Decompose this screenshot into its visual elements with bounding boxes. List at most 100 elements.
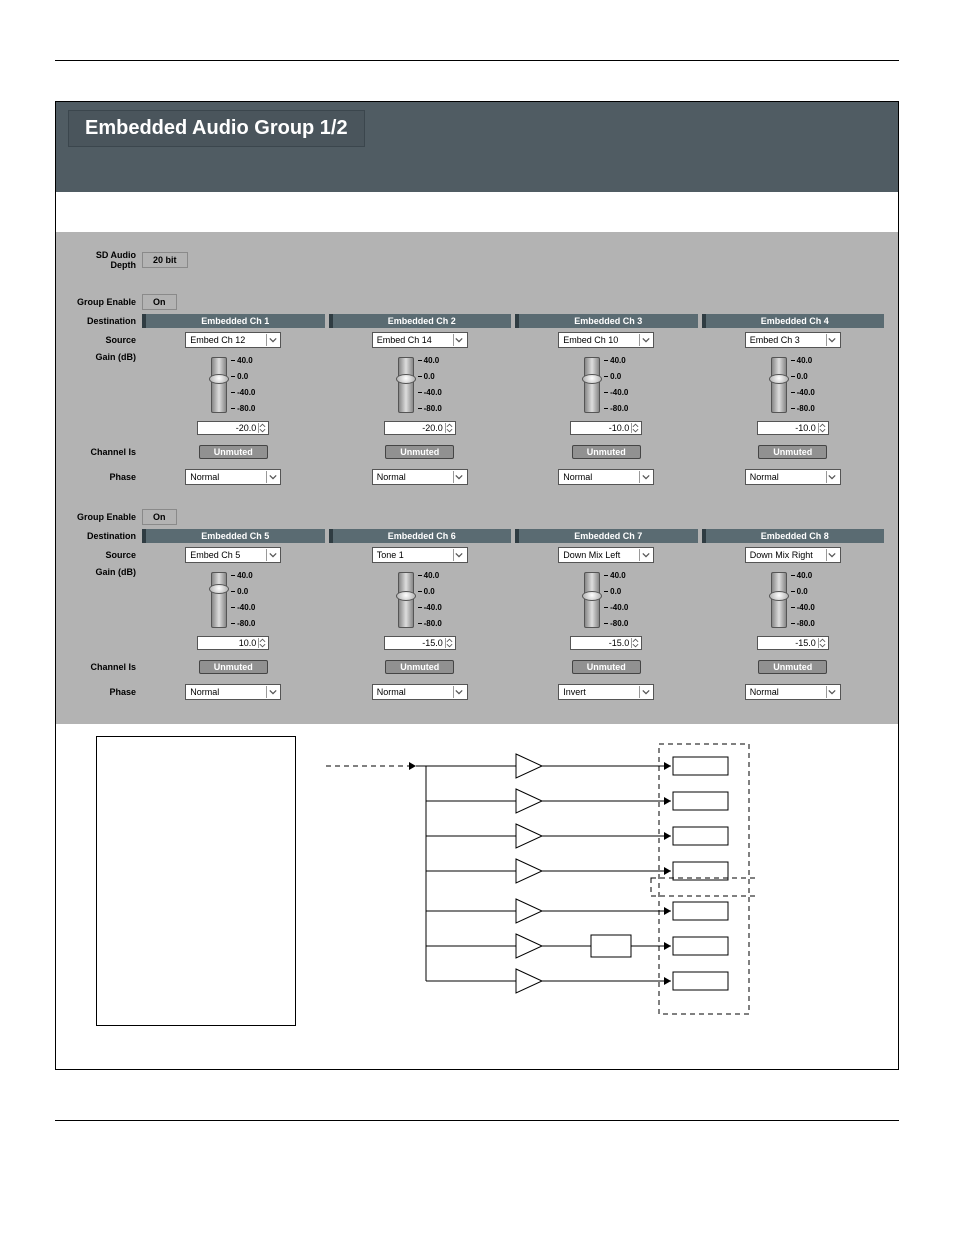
source-label: Source <box>70 550 142 560</box>
source-select[interactable]: Embed Ch 5 <box>185 547 281 563</box>
spinner-arrows-icon[interactable] <box>818 423 826 433</box>
phase-label: Phase <box>70 472 142 482</box>
channel-status-button[interactable]: Unmuted <box>385 660 454 674</box>
spinner-arrows-icon[interactable] <box>631 423 639 433</box>
destination-label: Destination <box>70 316 142 326</box>
source-select[interactable]: Tone 1 <box>372 547 468 563</box>
chevron-down-icon <box>639 686 651 698</box>
chevron-down-icon <box>826 686 838 698</box>
gain-spinner[interactable]: -20.0 <box>197 421 269 435</box>
source-select[interactable]: Down Mix Right <box>745 547 841 563</box>
chevron-down-icon <box>639 334 651 346</box>
chevron-down-icon <box>826 471 838 483</box>
chevron-down-icon <box>826 549 838 561</box>
gain-slider[interactable]: 40.00.0-40.0-80.0 <box>211 567 255 632</box>
sd-audio-depth-value: 20 bit <box>142 252 188 268</box>
phase-select[interactable]: Normal <box>185 469 281 485</box>
group2-enable-row: Group Enable On <box>70 509 884 525</box>
spinner-arrows-icon[interactable] <box>258 423 266 433</box>
destination-header: Embedded Ch 8 <box>702 529 885 543</box>
phase-select[interactable]: Normal <box>745 684 841 700</box>
destination-header: Embedded Ch 6 <box>329 529 512 543</box>
gain-slider[interactable]: 40.00.0-40.0-80.0 <box>398 352 442 417</box>
chevron-down-icon <box>266 471 278 483</box>
gain-slider[interactable]: 40.00.0-40.0-80.0 <box>398 567 442 632</box>
phase-label: Phase <box>70 687 142 697</box>
gain-slider[interactable]: 40.00.0-40.0-80.0 <box>584 352 628 417</box>
gain-spinner[interactable]: -15.0 <box>384 636 456 650</box>
destination-label: Destination <box>70 531 142 541</box>
spinner-arrows-icon[interactable] <box>818 638 826 648</box>
group-enable-label: Group Enable <box>70 512 142 522</box>
gain-label: Gain (dB) <box>70 567 142 577</box>
source-select[interactable]: Embed Ch 14 <box>372 332 468 348</box>
spinner-arrows-icon[interactable] <box>258 638 266 648</box>
channel-status-button[interactable]: Unmuted <box>758 660 827 674</box>
main-frame: Embedded Audio Group 1/2 SD Audio Depth … <box>55 101 899 1070</box>
group2-enable-value[interactable]: On <box>142 509 177 525</box>
group1-enable-value[interactable]: On <box>142 294 177 310</box>
phase-select[interactable]: Invert <box>558 684 654 700</box>
header-separator <box>56 192 898 232</box>
chevron-down-icon <box>266 334 278 346</box>
group-enable-label: Group Enable <box>70 297 142 307</box>
chevron-down-icon <box>453 549 465 561</box>
destination-header: Embedded Ch 7 <box>515 529 698 543</box>
notes-box <box>96 736 296 1026</box>
phase-select[interactable]: Normal <box>372 684 468 700</box>
gain-slider[interactable]: 40.00.0-40.0-80.0 <box>771 352 815 417</box>
header-bar: Embedded Audio Group 1/2 <box>56 102 898 192</box>
channel-status-button[interactable]: Unmuted <box>385 445 454 459</box>
source-select[interactable]: Embed Ch 12 <box>185 332 281 348</box>
channel-is-label: Channel Is <box>70 447 142 457</box>
chevron-down-icon <box>453 471 465 483</box>
channel-is-label: Channel Is <box>70 662 142 672</box>
phase-select[interactable]: Normal <box>185 684 281 700</box>
source-select[interactable]: Embed Ch 3 <box>745 332 841 348</box>
chevron-down-icon <box>453 334 465 346</box>
group1-enable-row: Group Enable On <box>70 294 884 310</box>
gain-spinner[interactable]: -10.0 <box>757 421 829 435</box>
gain-spinner[interactable]: -15.0 <box>757 636 829 650</box>
config-panel: SD Audio Depth 20 bit Group Enable On De… <box>56 232 898 724</box>
bottom-rule <box>55 1120 899 1121</box>
channel-status-button[interactable]: Unmuted <box>572 445 641 459</box>
source-select[interactable]: Down Mix Left <box>558 547 654 563</box>
spinner-arrows-icon[interactable] <box>445 638 453 648</box>
source-label: Source <box>70 335 142 345</box>
source-select[interactable]: Embed Ch 10 <box>558 332 654 348</box>
gain-spinner[interactable]: -15.0 <box>570 636 642 650</box>
gain-spinner[interactable]: 10.0 <box>197 636 269 650</box>
gain-spinner[interactable]: -20.0 <box>384 421 456 435</box>
chevron-down-icon <box>639 471 651 483</box>
chevron-down-icon <box>266 686 278 698</box>
gain-spinner[interactable]: -10.0 <box>570 421 642 435</box>
destination-header: Embedded Ch 5 <box>142 529 325 543</box>
channel-status-button[interactable]: Unmuted <box>199 660 268 674</box>
spinner-arrows-icon[interactable] <box>445 423 453 433</box>
phase-select[interactable]: Normal <box>745 469 841 485</box>
gain-slider[interactable]: 40.00.0-40.0-80.0 <box>211 352 255 417</box>
destination-header: Embedded Ch 2 <box>329 314 512 328</box>
gain-slider[interactable]: 40.00.0-40.0-80.0 <box>584 567 628 632</box>
chevron-down-icon <box>639 549 651 561</box>
diagram-area <box>56 724 898 1069</box>
phase-select[interactable]: Normal <box>372 469 468 485</box>
spinner-arrows-icon[interactable] <box>631 638 639 648</box>
sd-audio-depth-row: SD Audio Depth 20 bit <box>70 250 884 270</box>
signal-flow-diagram <box>316 736 878 1039</box>
phase-select[interactable]: Normal <box>558 469 654 485</box>
chevron-down-icon <box>826 334 838 346</box>
destination-header: Embedded Ch 4 <box>702 314 885 328</box>
destination-header: Embedded Ch 1 <box>142 314 325 328</box>
gain-label: Gain (dB) <box>70 352 142 362</box>
destination-header: Embedded Ch 3 <box>515 314 698 328</box>
chevron-down-icon <box>266 549 278 561</box>
chevron-down-icon <box>453 686 465 698</box>
gain-slider[interactable]: 40.00.0-40.0-80.0 <box>771 567 815 632</box>
channel-status-button[interactable]: Unmuted <box>758 445 827 459</box>
sd-audio-depth-label: SD Audio Depth <box>70 250 142 270</box>
channel-status-button[interactable]: Unmuted <box>199 445 268 459</box>
channel-status-button[interactable]: Unmuted <box>572 660 641 674</box>
header-title: Embedded Audio Group 1/2 <box>68 110 365 147</box>
